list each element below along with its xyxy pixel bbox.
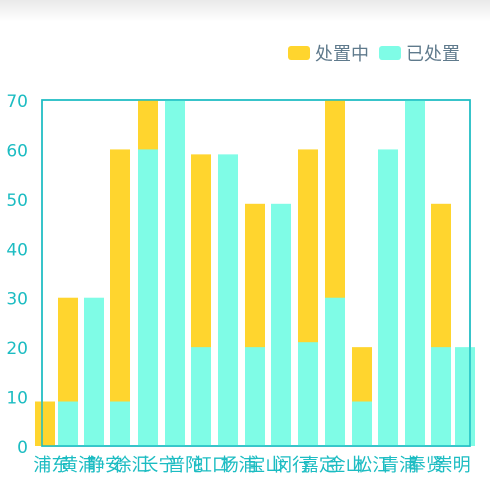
y-tick-label: 20 bbox=[6, 339, 28, 359]
x-tick-label: 崇明 bbox=[435, 455, 471, 476]
legend-label-processing: 处置中 bbox=[315, 44, 369, 65]
bar-processed bbox=[271, 203, 291, 446]
bar-processed bbox=[431, 347, 451, 446]
x-tick-label: 普陀 bbox=[167, 455, 203, 476]
bar-processed bbox=[405, 100, 425, 446]
bar-processed bbox=[84, 297, 104, 446]
y-tick-label: 40 bbox=[6, 240, 28, 260]
bar-processed bbox=[455, 347, 475, 446]
legend-swatch-processed bbox=[379, 46, 401, 60]
bar-processing bbox=[35, 401, 55, 446]
bar-processed bbox=[110, 401, 130, 446]
chart-legend: 处置中 已处置 bbox=[288, 40, 460, 66]
y-tick-label: 30 bbox=[6, 290, 28, 310]
x-tick-label: 静安 bbox=[87, 455, 123, 476]
y-tick-label: 10 bbox=[6, 389, 28, 409]
x-tick-label: 奉贤 bbox=[408, 455, 444, 476]
bar-processed bbox=[58, 401, 78, 446]
y-tick-label: 50 bbox=[6, 191, 28, 211]
x-tick-label: 杨浦 bbox=[221, 455, 257, 476]
bar-processed bbox=[325, 297, 345, 446]
top-shadow-bar bbox=[0, 0, 490, 22]
x-tick-label: 嘉定 bbox=[301, 455, 337, 476]
bar-processing bbox=[110, 149, 130, 446]
x-tick-label: 金山 bbox=[328, 455, 364, 476]
y-tick-label: 0 bbox=[17, 438, 28, 458]
plot-frame-top bbox=[41, 99, 471, 447]
y-tick-label: 60 bbox=[6, 141, 28, 161]
x-tick-label: 虹口 bbox=[194, 455, 230, 476]
bar-processed bbox=[191, 347, 211, 446]
legend-label-processed: 已处置 bbox=[406, 44, 460, 65]
bar-processed bbox=[245, 347, 265, 446]
x-tick-label: 长宁 bbox=[140, 455, 176, 476]
x-tick-label: 闵行 bbox=[274, 455, 310, 476]
legend-item-processed[interactable]: 已处置 bbox=[379, 40, 460, 66]
bar-processed bbox=[218, 154, 238, 446]
x-tick-label: 徐汇 bbox=[114, 455, 150, 476]
x-tick-label: 浦东 bbox=[33, 455, 69, 476]
bar-processed bbox=[298, 342, 318, 446]
bar-processed bbox=[352, 401, 372, 446]
legend-swatch-processing bbox=[288, 46, 310, 60]
x-tick-label: 青浦 bbox=[381, 455, 417, 476]
x-tick-label: 松江 bbox=[354, 455, 390, 476]
legend-item-processing[interactable]: 处置中 bbox=[288, 40, 369, 66]
x-tick-label: 黄浦 bbox=[60, 455, 96, 476]
bar-processed bbox=[378, 149, 398, 446]
y-tick-label: 70 bbox=[6, 92, 28, 112]
x-tick-label: 宝山 bbox=[247, 455, 283, 476]
bar-processed bbox=[138, 149, 158, 446]
bar-processed bbox=[165, 100, 185, 446]
